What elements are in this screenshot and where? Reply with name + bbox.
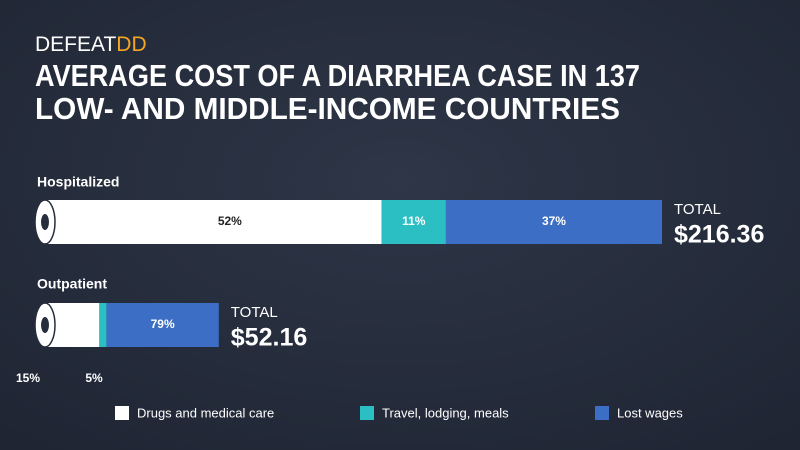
legend-label: Drugs and medical care — [137, 405, 274, 420]
value-label: 15% — [16, 371, 40, 385]
legend-swatch — [115, 406, 129, 420]
bar-segment — [445, 200, 662, 244]
bar-segment — [381, 200, 446, 244]
bar-segment — [78, 303, 100, 347]
brand-text: DEFEAT — [35, 33, 116, 56]
legend-swatch — [360, 406, 374, 420]
value-label: 11% — [402, 214, 426, 228]
value-label: 79% — [151, 317, 175, 331]
bar-segment — [106, 303, 219, 347]
legend-label: Travel, lodging, meals — [382, 405, 509, 420]
legend-label: Lost wages — [617, 405, 683, 420]
bar-segment — [78, 200, 382, 244]
total-value: $52.16 — [231, 324, 307, 352]
bar-segment — [99, 303, 107, 347]
brand-highlight: DD — [116, 33, 146, 56]
roll-core — [41, 214, 49, 230]
brand: DEFEATDD — [35, 33, 147, 56]
chart-title: AVERAGE COST OF A DIARRHEA CASE IN 137 — [35, 58, 640, 93]
total-heading: TOTAL — [674, 201, 721, 218]
category-label: Outpatient — [37, 276, 107, 292]
chart-title: LOW- AND MIDDLE-INCOME COUNTRIES — [35, 91, 620, 126]
legend-swatch — [595, 406, 609, 420]
value-label: 37% — [542, 214, 566, 228]
value-label: 5% — [85, 371, 103, 385]
total-value: $216.36 — [674, 221, 764, 249]
total-heading: TOTAL — [231, 304, 278, 321]
category-label: Hospitalized — [37, 174, 119, 190]
value-label: 52% — [218, 214, 242, 228]
roll-core — [41, 317, 49, 333]
